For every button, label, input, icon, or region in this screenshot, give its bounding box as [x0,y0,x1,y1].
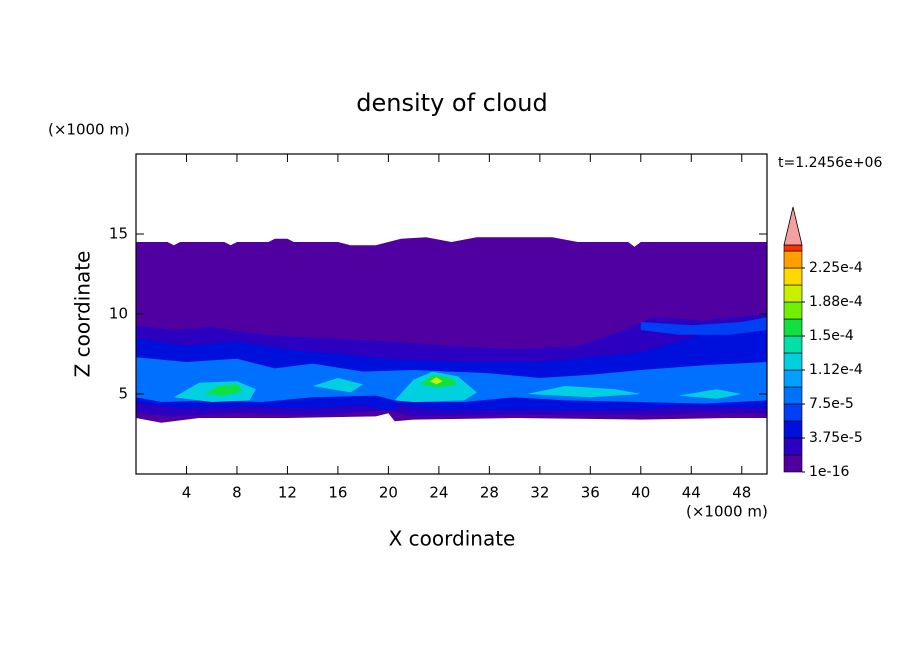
colorbar-band [783,267,803,286]
contour-region [678,389,742,399]
contour-region [312,378,364,393]
colorbar-band [783,244,803,252]
x-tick-label: 44 [682,484,701,502]
contour-region [205,384,244,396]
x-tick-label: 4 [182,484,192,502]
colorbar-band [783,352,803,371]
y-tick-label: 10 [109,305,128,323]
x-tick-label: 12 [278,484,297,502]
colorbar-tick-label: 1.12e-4 [809,362,863,378]
colorbar-band [783,318,803,337]
x-tick-label: 16 [328,484,347,502]
colorbar-band [783,301,803,320]
x-tick-label: 48 [732,484,751,502]
y-tick-label: 5 [118,385,128,403]
colorbar-tick-label: 7.5e-5 [809,396,854,412]
x-unit-label: (×1000 m) [686,503,768,521]
contour-region [527,386,641,398]
colorbar-tick-label: 2.25e-4 [809,260,863,276]
y-unit-label: (×1000 m) [48,121,130,139]
contour-field [136,237,767,423]
x-tick-label: 24 [429,484,448,502]
x-tick-label: 20 [379,484,398,502]
colorbar-tick-label: 1e-16 [809,464,849,480]
colorbar-extension [783,206,803,246]
colorbar-band [783,335,803,354]
x-tick-label: 40 [631,484,650,502]
x-tick-label: 28 [480,484,499,502]
colorbar-band [783,386,803,405]
colorbar-tick-label: 1.88e-4 [809,294,863,310]
x-axis-title: X coordinate [389,527,516,551]
time-label: t=1.2456e+06 [778,155,882,171]
contour-region [640,317,767,335]
colorbar-band [783,437,803,456]
x-tick-label: 32 [530,484,549,502]
colorbar-band [783,250,803,269]
x-tick-label: 8 [232,484,242,502]
colorbar-tick-label: 1.5e-4 [809,328,854,344]
colorbar-band [783,403,803,422]
chart-title: density of cloud [356,89,547,117]
colorbar: 1e-16 3.75e-5 7.5e-5 1.12e-4 1.5e-4 1.88e-4 2.… [783,206,863,480]
colorbar-tick-label: 3.75e-5 [809,430,863,446]
x-tick-label: 36 [581,484,600,502]
y-axis-title: Z coordinate [71,251,95,378]
colorbar-band [783,420,803,439]
colorbar-band [783,454,803,473]
colorbar-band [783,284,803,303]
y-tick-label: 15 [109,225,128,243]
colorbar-band [783,369,803,388]
contour-region [430,377,443,385]
